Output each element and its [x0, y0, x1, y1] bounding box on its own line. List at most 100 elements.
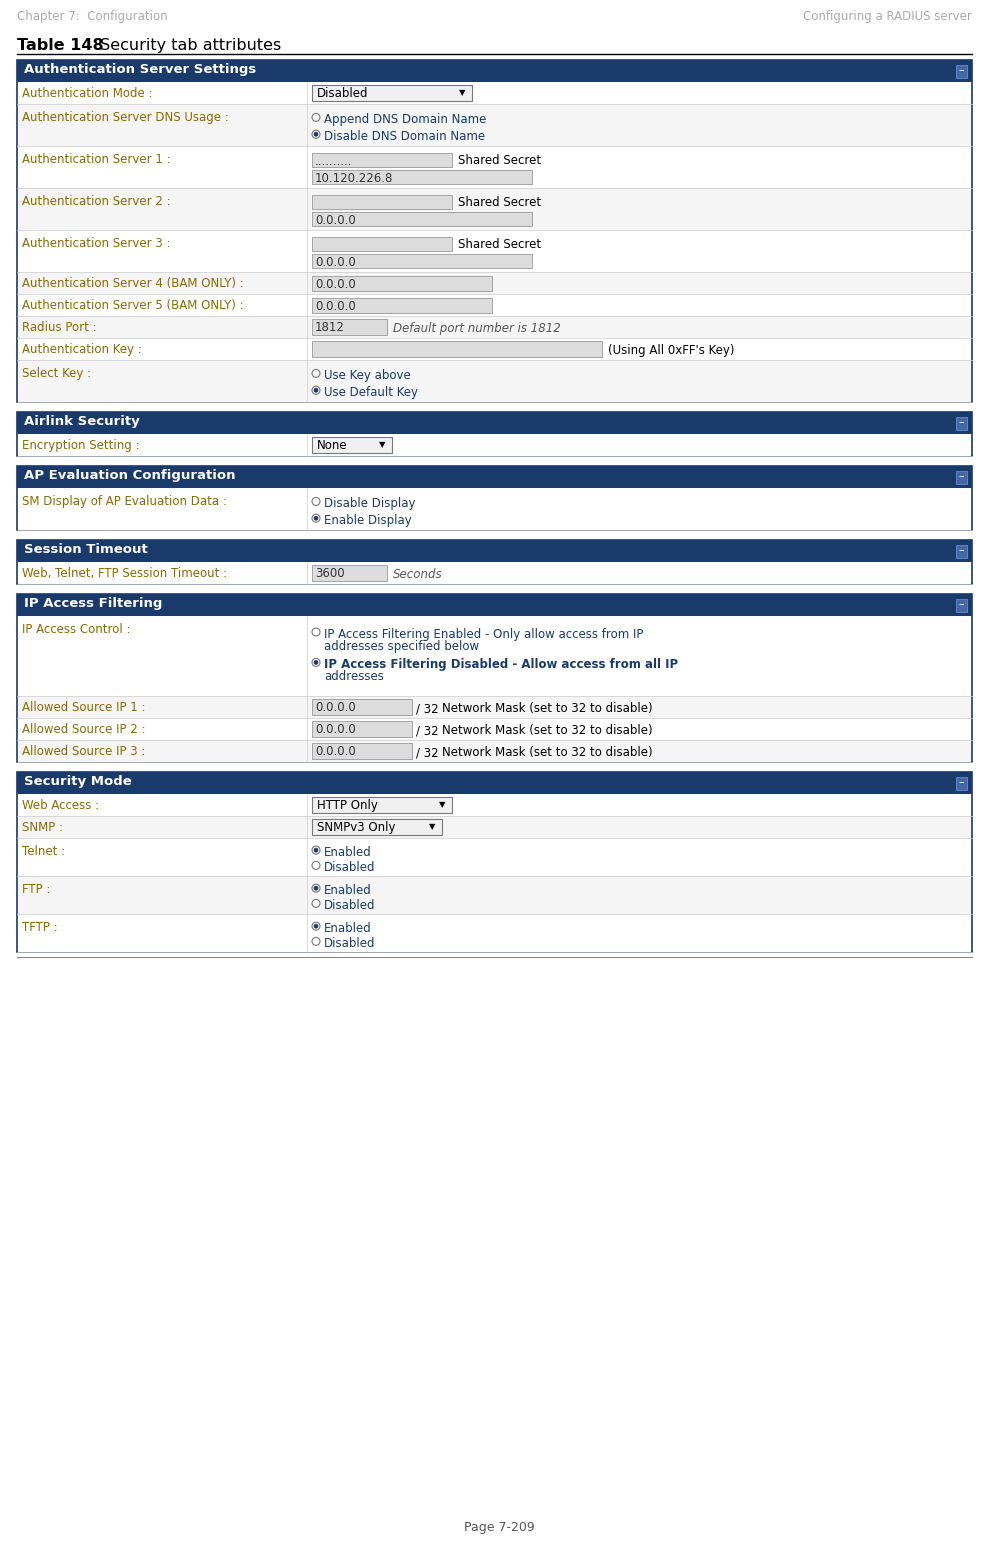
Text: Security Mode: Security Mode — [24, 775, 132, 787]
Text: addresses: addresses — [324, 671, 384, 683]
Text: Disabled: Disabled — [324, 937, 376, 951]
Text: Disabled: Disabled — [324, 899, 376, 912]
Bar — [18, 562, 971, 584]
Bar — [17, 772, 972, 952]
Bar — [312, 319, 387, 335]
Text: Authentication Server 5 (BAM ONLY) :: Authentication Server 5 (BAM ONLY) : — [22, 299, 244, 311]
Bar — [18, 104, 971, 146]
Text: –: – — [958, 417, 964, 426]
Text: Enabled: Enabled — [324, 884, 372, 898]
Text: Allowed Source IP 3 :: Allowed Source IP 3 : — [22, 744, 146, 758]
Text: Allowed Source IP 1 :: Allowed Source IP 1 : — [22, 700, 146, 714]
Text: 0.0.0.0: 0.0.0.0 — [315, 702, 356, 714]
Text: Network Mask (set to 32 to disable): Network Mask (set to 32 to disable) — [442, 745, 652, 759]
Text: / 32: / 32 — [416, 724, 439, 738]
Text: 0.0.0.0: 0.0.0.0 — [315, 300, 356, 313]
Text: ▼: ▼ — [439, 800, 446, 809]
Text: –: – — [958, 776, 964, 787]
Circle shape — [314, 924, 318, 929]
Text: Use Key above: Use Key above — [324, 369, 411, 383]
Bar — [18, 316, 971, 338]
Bar — [18, 434, 971, 456]
Bar — [956, 417, 967, 429]
Circle shape — [314, 887, 318, 890]
Text: None: None — [317, 439, 348, 451]
Text: 3600: 3600 — [315, 566, 345, 580]
Text: Web Access :: Web Access : — [22, 798, 99, 812]
Text: Telnet :: Telnet : — [22, 845, 65, 857]
Text: ▼: ▼ — [459, 89, 466, 98]
Bar — [18, 815, 971, 839]
Text: Enabled: Enabled — [324, 846, 372, 859]
Bar — [17, 594, 972, 616]
Text: FTP :: FTP : — [22, 882, 50, 896]
Bar — [18, 839, 971, 876]
Text: Authentication Server Settings: Authentication Server Settings — [24, 62, 257, 76]
Bar — [312, 275, 492, 291]
Text: / 32: / 32 — [416, 702, 439, 716]
Text: Authentication Server 1 :: Authentication Server 1 : — [22, 152, 171, 166]
Text: –: – — [958, 471, 964, 481]
Text: IP Access Control :: IP Access Control : — [22, 622, 131, 636]
Text: SNMPv3 Only: SNMPv3 Only — [317, 822, 396, 834]
Bar — [18, 741, 971, 762]
Text: Default port number is 1812: Default port number is 1812 — [393, 322, 560, 335]
Text: IP Access Filtering: IP Access Filtering — [24, 598, 163, 610]
Bar — [312, 437, 392, 453]
Text: –: – — [958, 65, 964, 75]
Bar — [18, 717, 971, 741]
Text: IP Access Filtering Enabled - Only allow access from IP: IP Access Filtering Enabled - Only allow… — [324, 629, 643, 641]
Bar — [312, 699, 412, 716]
Bar — [17, 61, 972, 401]
Text: TFTP :: TFTP : — [22, 921, 58, 934]
Text: Enabled: Enabled — [324, 923, 372, 935]
Text: Disabled: Disabled — [324, 862, 376, 874]
Text: Table 148: Table 148 — [17, 37, 104, 53]
Bar — [18, 794, 971, 815]
Text: 0.0.0.0: 0.0.0.0 — [315, 279, 356, 291]
Bar — [312, 565, 387, 580]
Bar — [18, 188, 971, 230]
Bar — [18, 272, 971, 294]
Bar — [956, 599, 967, 612]
Text: 0.0.0.0: 0.0.0.0 — [315, 215, 356, 227]
Text: 0.0.0.0: 0.0.0.0 — [315, 257, 356, 269]
Text: SM Display of AP Evaluation Data :: SM Display of AP Evaluation Data : — [22, 495, 227, 507]
Text: Configuring a RADIUS server: Configuring a RADIUS server — [803, 9, 972, 23]
Text: 0.0.0.0: 0.0.0.0 — [315, 724, 356, 736]
Bar — [956, 471, 967, 484]
Text: addresses specified below: addresses specified below — [324, 640, 480, 654]
Text: ▼: ▼ — [429, 823, 436, 831]
Text: Disable Display: Disable Display — [324, 498, 416, 510]
Bar — [18, 359, 971, 401]
Text: Disabled: Disabled — [317, 87, 369, 100]
Text: Web, Telnet, FTP Session Timeout :: Web, Telnet, FTP Session Timeout : — [22, 566, 227, 579]
Bar — [312, 818, 442, 836]
Text: Shared Secret: Shared Secret — [458, 196, 541, 209]
Text: Allowed Source IP 2 :: Allowed Source IP 2 : — [22, 722, 146, 736]
Text: Authentication Server 2 :: Authentication Server 2 : — [22, 194, 171, 209]
Bar — [312, 152, 452, 166]
Bar — [956, 65, 967, 78]
Bar — [312, 254, 532, 268]
Text: Authentication Server 3 :: Authentication Server 3 : — [22, 237, 171, 251]
Bar — [18, 338, 971, 359]
Text: Authentication Key :: Authentication Key : — [22, 342, 142, 355]
Bar — [312, 720, 412, 738]
Bar — [312, 212, 532, 226]
Text: –: – — [958, 599, 964, 608]
Circle shape — [314, 132, 318, 137]
Text: Network Mask (set to 32 to disable): Network Mask (set to 32 to disable) — [442, 702, 652, 716]
Text: 1812: 1812 — [315, 321, 345, 335]
Text: Encryption Setting :: Encryption Setting : — [22, 439, 140, 451]
Bar — [312, 299, 492, 313]
Text: ▼: ▼ — [379, 440, 386, 450]
Text: Network Mask (set to 32 to disable): Network Mask (set to 32 to disable) — [442, 724, 652, 738]
Bar — [17, 772, 972, 794]
Bar — [18, 913, 971, 952]
Text: AP Evaluation Configuration: AP Evaluation Configuration — [24, 468, 236, 482]
Bar — [312, 341, 602, 356]
Circle shape — [314, 389, 318, 392]
Text: Disable DNS Domain Name: Disable DNS Domain Name — [324, 131, 486, 143]
Bar — [18, 489, 971, 531]
